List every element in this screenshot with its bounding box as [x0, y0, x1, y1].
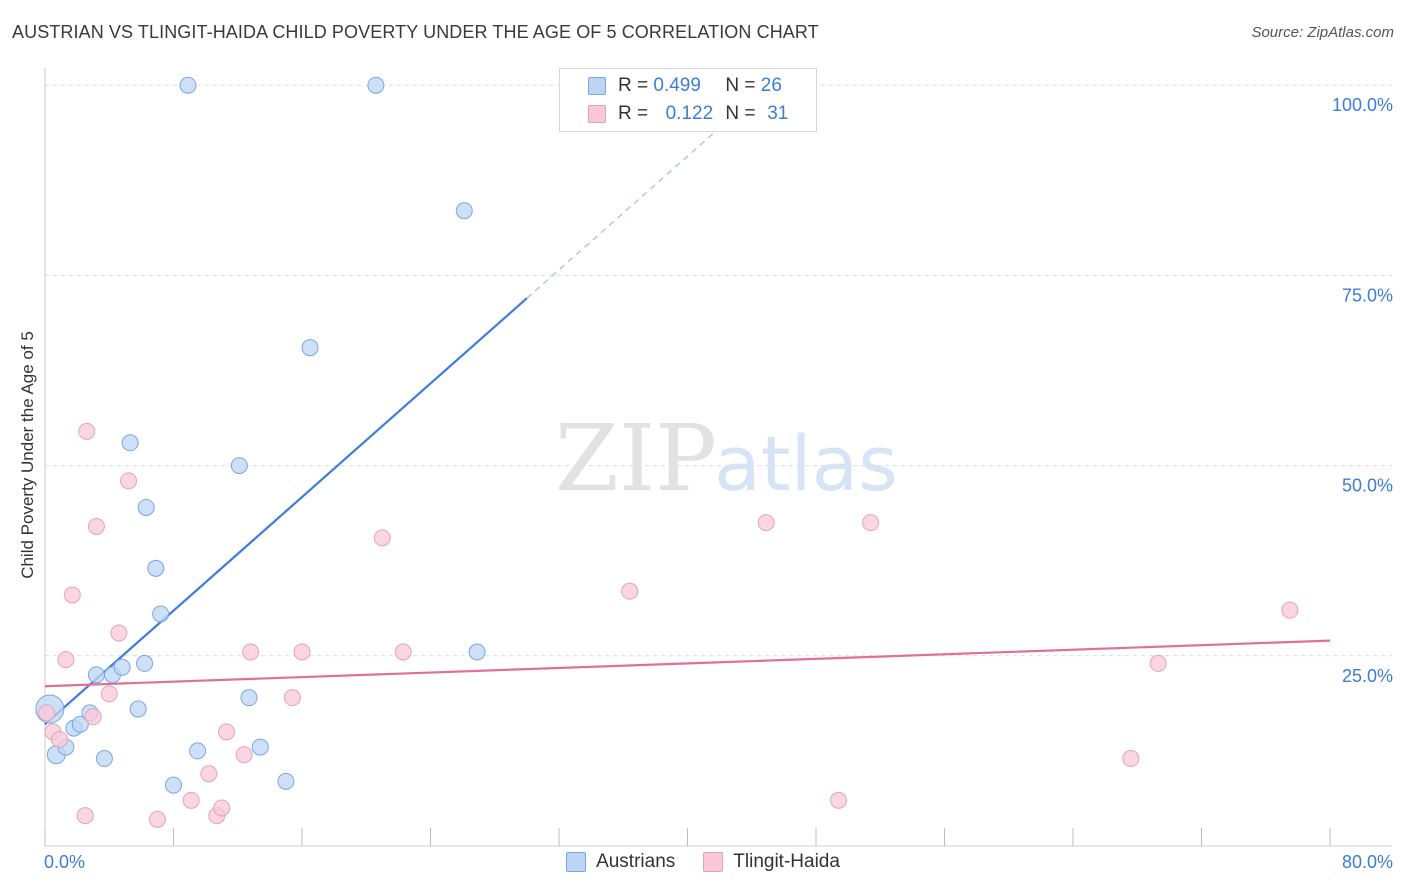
point-austrians-4: [71, 715, 89, 733]
point-tlingit-haida-28: [1122, 750, 1140, 768]
point-tlingit-haida-8: [87, 517, 105, 535]
point-tlingit-haida-0: [38, 704, 56, 722]
point-austrians-20: [240, 689, 258, 707]
point-austrians-6: [87, 666, 105, 684]
legend-r-value: 0.122: [665, 103, 714, 124]
legend-r-label: R =: [618, 75, 649, 96]
legend-row-austrians: R = 0.499 N = 26: [560, 73, 782, 99]
watermark: ZIP atlas: [555, 405, 898, 512]
stats-legend: R = 0.499 N = 26 R = 0.122 N = 31: [559, 68, 817, 132]
point-tlingit-haida-11: [120, 472, 138, 490]
point-austrians-25: [455, 202, 473, 220]
chart-title: AUSTRIAN VS TLINGIT-HAIDA CHILD POVERTY …: [12, 22, 819, 42]
point-tlingit-haida-17: [218, 723, 236, 741]
legend-item-austrians: Austrians: [566, 851, 675, 873]
watermark-zip: ZIP: [555, 405, 717, 512]
point-tlingit-haida-18: [235, 746, 253, 764]
legend-swatch-pink: [588, 105, 606, 123]
legend-row-tlingit-haida: R = 0.122 N = 31: [560, 101, 795, 127]
grid-lines: [45, 84, 1392, 657]
point-tlingit-haida-23: [394, 643, 412, 661]
point-tlingit-haida-6: [78, 422, 96, 440]
point-tlingit-haida-26: [829, 791, 847, 809]
point-austrians-9: [113, 658, 131, 676]
legend-swatch-pink: [703, 852, 724, 872]
y-tick-label-100: 100.0%: [1332, 95, 1393, 115]
legend-n-label: N =: [725, 75, 756, 96]
point-tlingit-haida-30: [1281, 601, 1299, 619]
legend-n-label: N =: [725, 103, 756, 124]
point-tlingit-haida-21: [293, 643, 311, 661]
series-legend: Austrians Tlingit-Haida: [0, 851, 1406, 873]
legend-r-label: R =: [618, 103, 649, 124]
point-tlingit-haida-5: [76, 807, 94, 825]
point-austrians-22: [277, 772, 295, 790]
point-tlingit-haida-2: [50, 730, 68, 748]
watermark-atlas: atlas: [714, 419, 898, 508]
legend-item-tlingit-haida: Tlingit-Haida: [703, 851, 840, 873]
point-tlingit-haida-13: [182, 791, 200, 809]
point-austrians-24: [367, 76, 385, 94]
point-austrians-23: [301, 339, 319, 357]
point-austrians-10: [121, 434, 139, 452]
legend-swatch-blue: [566, 852, 587, 872]
point-austrians-12: [136, 654, 154, 672]
point-austrians-16: [165, 776, 182, 794]
point-austrians-13: [137, 498, 155, 516]
point-tlingit-haida-10: [110, 624, 128, 642]
point-austrians-14: [147, 559, 165, 577]
point-austrians-19: [230, 457, 248, 475]
point-tlingit-haida-16: [213, 799, 231, 817]
point-tlingit-haida-27: [862, 514, 880, 532]
y-tick-label-25: 25.0%: [1342, 666, 1393, 686]
trend-line-tlingit-haida: [44, 639, 1331, 688]
y-tick-labels: 25.0% 50.0% 75.0% 100.0%: [1332, 95, 1393, 686]
trend-line-austrians: [44, 297, 528, 726]
point-tlingit-haida-4: [63, 586, 81, 604]
point-tlingit-haida-3: [57, 651, 75, 669]
legend-swatch-blue: [588, 77, 606, 95]
legend-label-tlingit-haida: Tlingit-Haida: [733, 851, 840, 872]
point-tlingit-haida-24: [621, 582, 639, 600]
legend-r-value: 0.499: [653, 75, 701, 96]
x-tick-label-min: 0.0%: [44, 852, 86, 872]
data-points: [35, 76, 1299, 828]
point-austrians-26: [468, 643, 486, 661]
point-austrians-21: [251, 738, 269, 756]
y-tick-label-75: 75.0%: [1342, 285, 1393, 305]
point-tlingit-haida-29: [1149, 654, 1167, 672]
point-tlingit-haida-9: [100, 685, 118, 703]
legend-label-austrians: Austrians: [596, 851, 676, 872]
point-tlingit-haida-12: [148, 810, 166, 828]
point-austrians-15: [152, 605, 170, 623]
source-label: Source: ZipAtlas.com: [1251, 24, 1394, 41]
y-axis-label: Child Poverty Under the Age of 5: [18, 331, 37, 579]
y-tick-label-50: 50.0%: [1342, 476, 1393, 496]
point-tlingit-haida-14: [200, 765, 218, 783]
point-austrians-17: [179, 76, 197, 94]
legend-n-value: 26: [760, 75, 782, 96]
point-austrians-7: [95, 750, 113, 768]
point-austrians-18: [189, 742, 207, 760]
point-tlingit-haida-7: [84, 708, 102, 726]
point-tlingit-haida-20: [283, 689, 301, 707]
x-tick-label-max: 80.0%: [1341, 852, 1393, 872]
point-tlingit-haida-25: [757, 514, 775, 532]
legend-n-value: 31: [767, 103, 789, 124]
point-tlingit-haida-22: [373, 529, 391, 547]
point-austrians-11: [129, 700, 147, 718]
point-tlingit-haida-19: [242, 643, 260, 661]
